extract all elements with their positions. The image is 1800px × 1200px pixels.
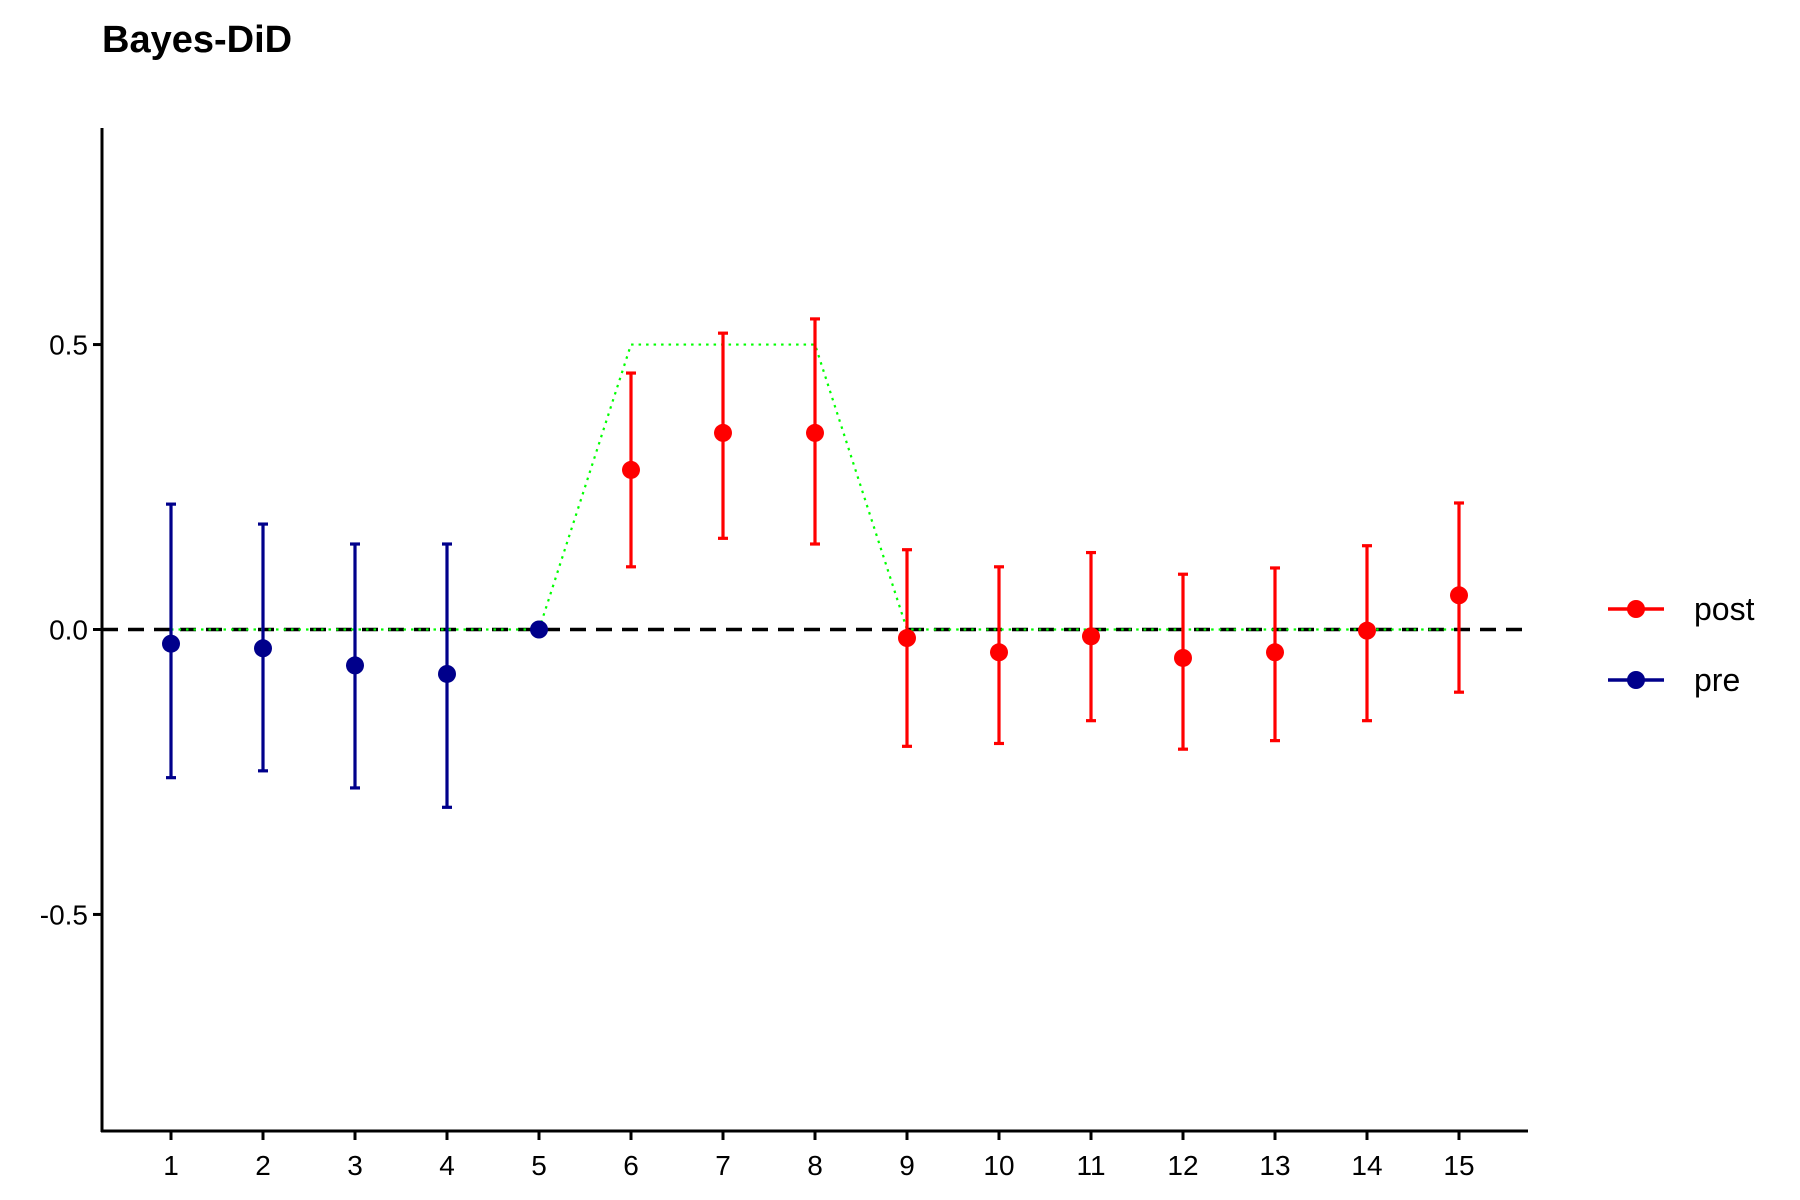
data-points	[162, 423, 1468, 683]
legend-pre-marker	[1627, 671, 1645, 689]
point-post	[714, 423, 732, 442]
legend-post-marker	[1627, 600, 1645, 618]
x-tick-label: 8	[807, 1150, 823, 1181]
legend-item-post: post	[1608, 591, 1755, 627]
legend: post pre	[1608, 591, 1755, 698]
point-post	[898, 629, 916, 648]
x-axis-ticks: 1 2 3 4 5 6 7 8 9 10 11 12 13 14 15	[163, 1131, 1475, 1181]
x-tick-label: 5	[531, 1150, 547, 1181]
y-tick-label: 0.5	[49, 330, 88, 361]
x-tick-label: 15	[1443, 1150, 1474, 1181]
point-pre	[438, 664, 456, 683]
point-pre	[162, 634, 180, 653]
x-tick-label: 6	[623, 1150, 639, 1181]
x-tick-label: 3	[347, 1150, 363, 1181]
point-post	[1174, 648, 1192, 667]
legend-post-label: post	[1694, 591, 1755, 627]
x-tick-label: 12	[1167, 1150, 1198, 1181]
point-post	[1082, 627, 1100, 646]
error-bar-post	[902, 548, 912, 748]
point-pre	[254, 639, 272, 658]
point-post	[806, 423, 824, 442]
legend-pre-label: pre	[1694, 662, 1740, 698]
point-post	[990, 643, 1008, 662]
point-post	[1266, 643, 1284, 662]
x-tick-label: 13	[1259, 1150, 1290, 1181]
point-post	[622, 460, 640, 479]
x-tick-label: 1	[163, 1150, 179, 1181]
x-tick-label: 10	[983, 1150, 1014, 1181]
x-tick-label: 9	[899, 1150, 915, 1181]
x-tick-label: 4	[439, 1150, 455, 1181]
chart-title: Bayes-DiD	[102, 19, 292, 61]
y-tick-label: 0.0	[49, 615, 88, 646]
y-axis-ticks: 0.5 0.0 -0.5	[40, 330, 102, 930]
legend-item-pre: pre	[1608, 662, 1740, 698]
x-tick-label: 7	[715, 1150, 731, 1181]
point-pre	[530, 620, 548, 639]
x-tick-label: 11	[1076, 1150, 1105, 1181]
x-tick-label: 14	[1351, 1150, 1382, 1181]
point-post	[1358, 621, 1376, 640]
error-bars	[166, 317, 1464, 809]
y-tick-label: -0.5	[40, 899, 88, 930]
point-pre	[346, 656, 364, 675]
x-tick-label: 2	[255, 1150, 271, 1181]
point-post	[1450, 586, 1468, 605]
